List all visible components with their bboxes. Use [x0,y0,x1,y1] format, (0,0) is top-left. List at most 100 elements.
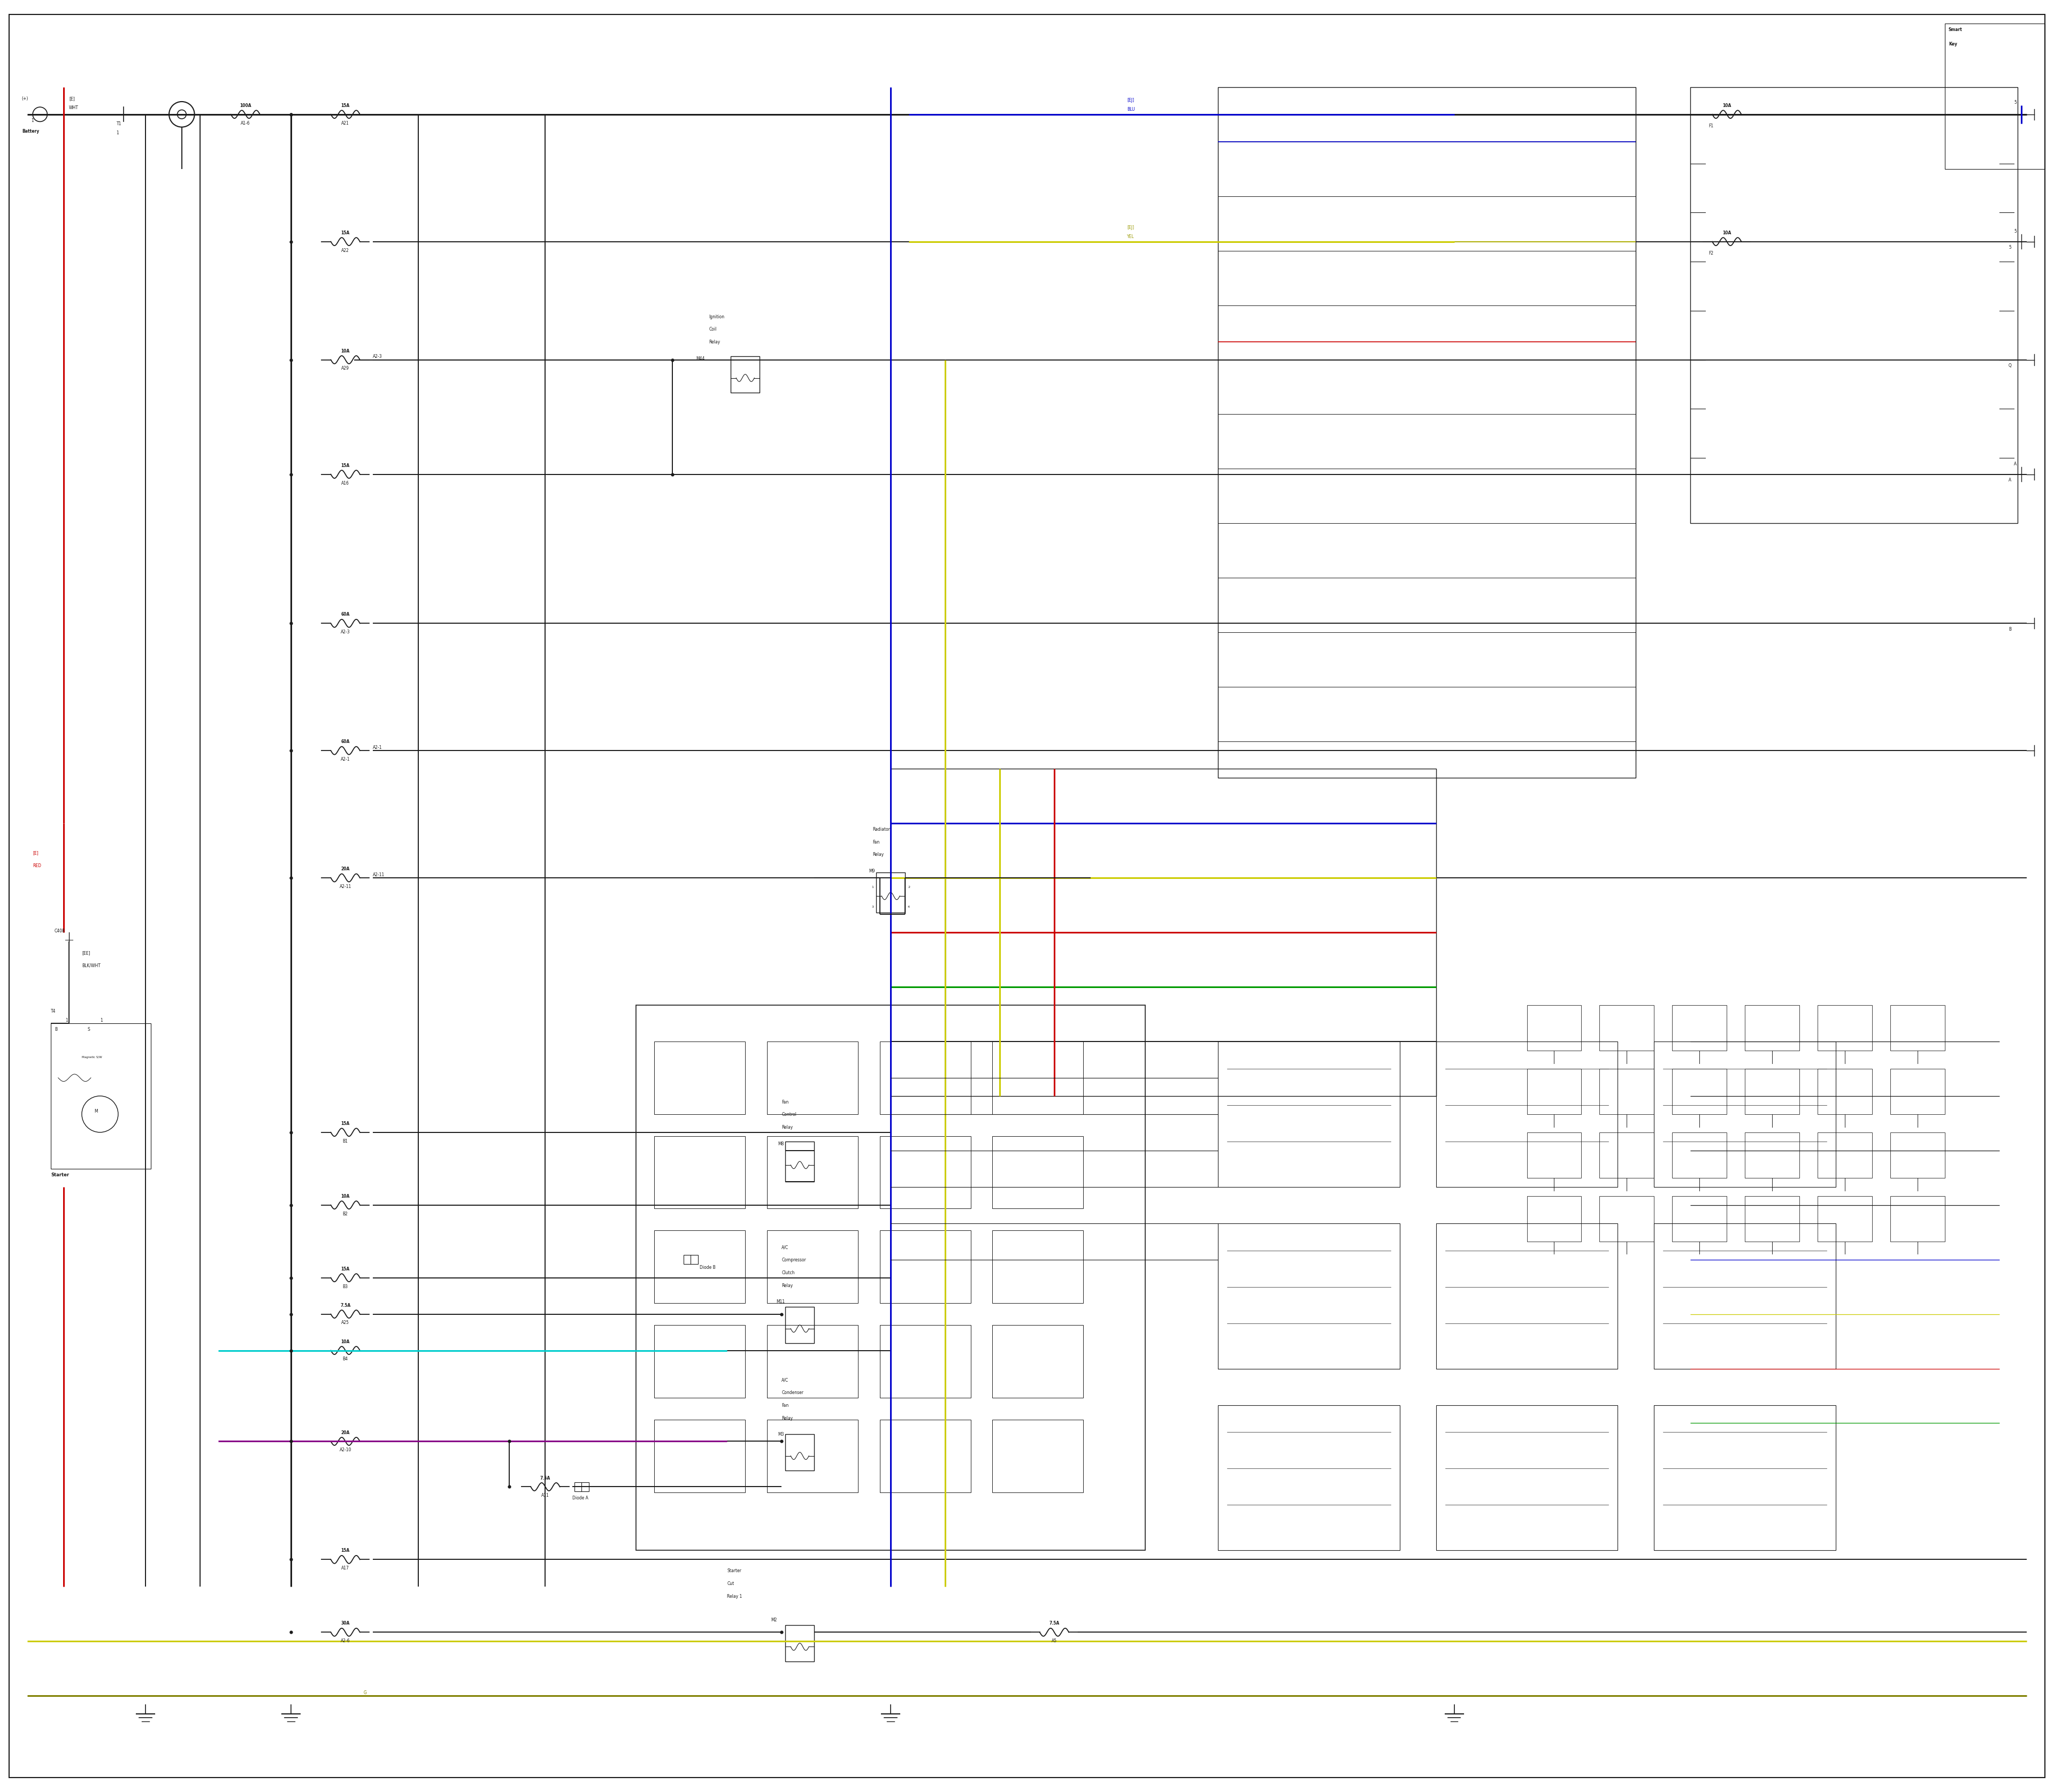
Bar [766,1324,859,1398]
Bar [51,1023,150,1168]
Bar [1526,1195,1582,1242]
Bar [1890,1195,1945,1242]
Text: Diode A: Diode A [573,1496,589,1500]
Text: (+): (+) [23,97,29,100]
Text: 5: 5 [2009,246,2011,251]
Bar [785,1142,813,1181]
Text: A21: A21 [341,120,349,125]
Text: M44: M44 [696,357,705,360]
Text: C408: C408 [55,928,66,934]
Bar [877,873,906,912]
Bar [785,1306,813,1344]
Bar [1600,1195,1653,1242]
Text: Ignition: Ignition [709,314,725,319]
Text: G: G [364,1690,368,1695]
Text: YEL: YEL [1128,235,1134,238]
Text: 7.5A: 7.5A [540,1475,550,1480]
Text: Coil: Coil [709,326,717,332]
Bar [992,1136,1082,1208]
Text: A2-1: A2-1 [341,756,349,762]
Text: F2: F2 [1709,251,1713,256]
Text: Fan: Fan [783,1403,789,1409]
Bar [992,1041,1082,1115]
Text: Condenser: Condenser [783,1391,803,1396]
Bar [1818,1068,1873,1115]
Bar [684,1254,698,1263]
Bar [1600,1068,1653,1115]
Text: 100A: 100A [240,104,251,108]
Text: [E]: [E] [70,97,74,100]
Text: Control: Control [783,1113,797,1116]
Text: A/C: A/C [783,1245,789,1249]
Bar [1746,1068,1799,1115]
Text: [EJ]: [EJ] [1128,226,1134,229]
Bar [1746,1195,1799,1242]
Text: A2-11: A2-11 [372,873,384,876]
Text: 60A: 60A [341,740,349,744]
Text: 3: 3 [871,905,873,909]
Text: M9: M9 [869,869,875,873]
Text: 5: 5 [2015,100,2017,104]
Bar [1526,1133,1582,1177]
Text: 60A: 60A [341,613,349,616]
Text: A11: A11 [542,1493,548,1498]
Bar [1600,1005,1653,1050]
Text: A: A [2015,462,2017,466]
Text: A/C: A/C [783,1378,789,1383]
Bar [637,1005,1146,1550]
Bar [766,1136,859,1208]
Text: 30A: 30A [341,1622,349,1625]
Bar [879,1419,972,1493]
Text: M11: M11 [776,1299,785,1305]
Bar [785,1434,813,1471]
Bar [1218,88,1635,778]
Text: A2-11: A2-11 [339,883,351,889]
Bar [1672,1195,1727,1242]
Text: 10A: 10A [1723,231,1732,235]
Bar [1890,1068,1945,1115]
Bar [1890,1005,1945,1050]
Text: A5: A5 [1052,1638,1058,1643]
Bar [992,1324,1082,1398]
Bar [1818,1133,1873,1177]
Bar [1436,1041,1619,1186]
Text: 10A: 10A [341,1339,349,1344]
Text: [EJ]: [EJ] [1128,99,1134,102]
Text: 10A: 10A [341,1193,349,1199]
Text: 20A: 20A [341,867,349,871]
Text: B: B [55,1027,58,1032]
Text: B3: B3 [343,1285,347,1288]
Text: 15A: 15A [341,462,349,468]
Text: BLU: BLU [1128,108,1134,111]
Text: [EE]: [EE] [82,950,90,955]
Text: 15A: 15A [341,1267,349,1271]
Bar [785,1625,813,1661]
Bar [731,357,760,392]
Bar [655,1324,746,1398]
Text: 4: 4 [908,905,910,909]
Bar [766,1419,859,1493]
Text: Key: Key [1949,41,1957,47]
Text: 1: 1 [66,1018,68,1023]
Text: Relay 1: Relay 1 [727,1595,741,1598]
Bar [1672,1133,1727,1177]
Text: M8: M8 [778,1142,785,1147]
Text: S: S [86,1027,90,1032]
Bar [1436,1405,1619,1550]
Text: RED: RED [33,864,41,867]
Text: T1: T1 [117,122,121,127]
Text: Fan: Fan [783,1100,789,1104]
Bar [1672,1068,1727,1115]
Text: Relay: Relay [709,340,721,344]
Bar [766,1231,859,1303]
Text: A2-3: A2-3 [372,355,382,358]
Text: Relay: Relay [783,1125,793,1131]
Bar [575,1482,589,1491]
Bar [1218,1224,1399,1369]
Text: A2-10: A2-10 [339,1448,351,1453]
Text: 7.5A: 7.5A [341,1303,351,1308]
Bar [1600,1133,1653,1177]
Text: 1: 1 [871,885,873,889]
Text: B2: B2 [343,1211,347,1217]
Bar [1890,1133,1945,1177]
